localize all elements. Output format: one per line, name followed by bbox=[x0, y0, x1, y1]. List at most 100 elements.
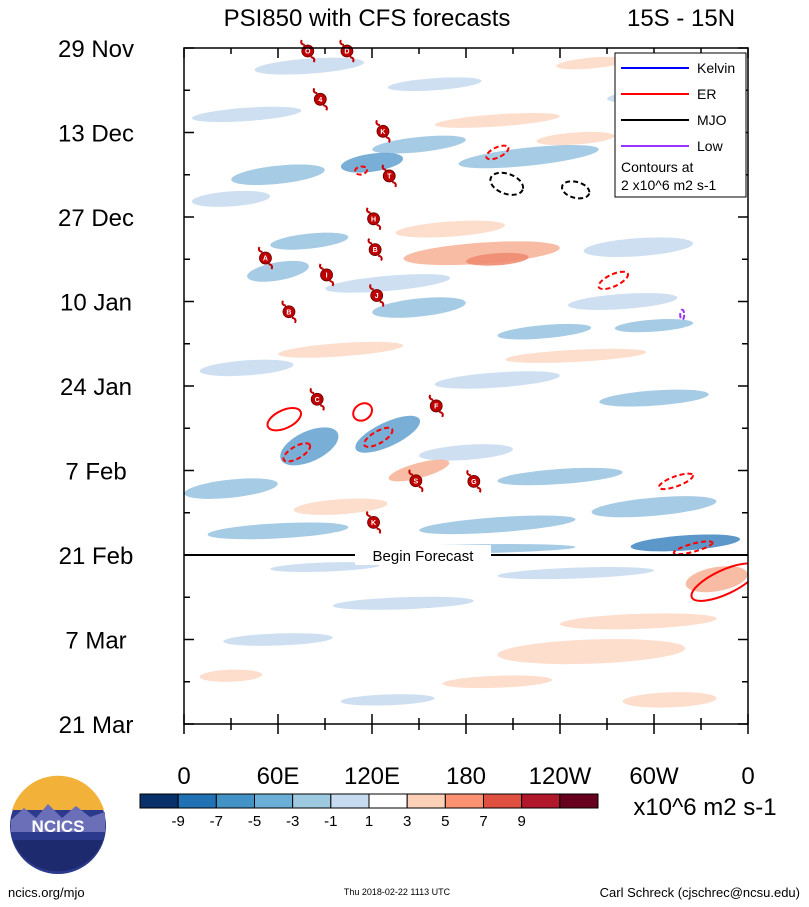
storm-arm-bottom bbox=[376, 223, 382, 231]
storm-label: O bbox=[305, 49, 311, 56]
wave-contours bbox=[266, 144, 748, 602]
legend-note-line1: Contours at bbox=[621, 159, 693, 175]
storm-arm-top bbox=[300, 39, 306, 46]
storm-marker-13: S bbox=[408, 469, 424, 493]
storm-markers: O D 4 K T H B A I J B C F S G K bbox=[257, 39, 482, 534]
storm-label: S bbox=[414, 478, 419, 485]
contour-er-2 bbox=[352, 402, 373, 422]
legend-label: Low bbox=[697, 138, 724, 154]
colorbar: -9 -7 -5 -3 -1 1 3 5 7 9 bbox=[139, 793, 599, 830]
anomaly-patch-46 bbox=[497, 639, 686, 665]
storm-label: K bbox=[380, 129, 385, 136]
storm-marker-4: T bbox=[381, 164, 397, 188]
storm-arm-bottom bbox=[319, 404, 325, 411]
storm-label: J bbox=[375, 293, 379, 300]
storm-marker-11: C bbox=[309, 387, 325, 411]
storm-arm-top bbox=[339, 39, 345, 46]
storm-arm-top bbox=[309, 387, 315, 395]
chart-region: 15S - 15N bbox=[627, 5, 735, 32]
storm-marker-15: K bbox=[366, 510, 382, 534]
legend: Kelvin ER MJO Low Contours at 2 x10^6 m2 s-… bbox=[614, 52, 747, 198]
storm-arm-top bbox=[375, 119, 381, 127]
y-tick-label: 29 Nov bbox=[58, 36, 134, 63]
legend-label: Kelvin bbox=[697, 60, 735, 76]
colorbar-box-6 bbox=[368, 793, 408, 809]
contour-er-0 bbox=[266, 407, 303, 432]
contour-mjo-11 bbox=[560, 180, 591, 200]
y-tick-label: 24 Jan bbox=[60, 374, 132, 401]
anomaly-patch-48 bbox=[442, 675, 553, 689]
anomaly-patch-34 bbox=[293, 498, 388, 515]
colorbar-box-0 bbox=[139, 793, 179, 809]
anomaly-patch-10 bbox=[191, 190, 271, 207]
storm-label: B bbox=[286, 309, 291, 316]
storm-arm-bottom bbox=[323, 104, 328, 111]
storm-circle bbox=[376, 124, 390, 138]
storm-arm-bottom bbox=[385, 136, 391, 143]
storm-label: C bbox=[315, 397, 320, 404]
colorbar-label: 9 bbox=[517, 813, 525, 830]
storm-arm-top bbox=[367, 238, 373, 245]
colorbar-units: x10^6 m2 s-1 bbox=[633, 794, 776, 821]
y-axis-labels: 29 Nov 13 Dec 27 Dec 10 Jan 24 Jan 7 Feb 21 Fe… bbox=[58, 36, 134, 739]
anomaly-patch-29 bbox=[355, 415, 421, 453]
storm-circle bbox=[382, 169, 396, 183]
storm-circle bbox=[320, 268, 333, 282]
legend-entry-mjo: MJO bbox=[621, 112, 727, 128]
storm-label: A bbox=[263, 256, 268, 263]
x-tick-label: 180 bbox=[446, 763, 486, 790]
anomaly-patch-36 bbox=[419, 515, 576, 535]
anomaly-patch-11 bbox=[536, 131, 615, 146]
anomaly-patch-0 bbox=[254, 57, 365, 75]
forecast-divider: Begin Forecast bbox=[184, 545, 748, 565]
y-tick-label: 21 Feb bbox=[59, 543, 134, 570]
storm-label: F bbox=[434, 403, 439, 410]
chart-title: PSI850 with CFS forecasts bbox=[224, 5, 511, 32]
anomaly-patch-38 bbox=[630, 534, 741, 552]
anomaly-patch-21 bbox=[497, 323, 592, 340]
storm-marker-9: J bbox=[369, 284, 385, 307]
colorbar-label: 5 bbox=[441, 813, 449, 830]
y-tick-label: 10 Jan bbox=[60, 290, 132, 317]
storm-label: D bbox=[344, 49, 349, 56]
storm-arm-top bbox=[257, 246, 263, 254]
colorbar-label: 1 bbox=[365, 813, 373, 830]
storm-arm-top bbox=[319, 263, 324, 270]
storm-label: B bbox=[373, 247, 378, 254]
storm-arm-top bbox=[366, 510, 371, 518]
colorbar-box-1 bbox=[177, 793, 217, 809]
colorbar-box-10 bbox=[521, 793, 561, 809]
storm-circle bbox=[259, 251, 272, 265]
storm-arm-top bbox=[408, 469, 414, 476]
storm-arm-top bbox=[369, 284, 374, 291]
ncics-logo: NCICS bbox=[10, 775, 106, 874]
colorbar-box-11 bbox=[559, 793, 599, 809]
storm-arm-bottom bbox=[379, 300, 385, 307]
storm-circle bbox=[368, 243, 382, 256]
anomaly-patch-35 bbox=[591, 496, 717, 518]
forecast-label-bg bbox=[355, 545, 491, 565]
colorbar-label: -5 bbox=[248, 813, 261, 830]
y-tick-label: 27 Dec bbox=[58, 205, 134, 232]
logo-text: NCICS bbox=[32, 817, 85, 836]
storm-circle bbox=[282, 305, 296, 319]
anomaly-patch-9 bbox=[231, 164, 325, 186]
contour-mjo-10 bbox=[489, 171, 525, 196]
footer-right: Carl Schreck (cjschrec@ncsu.edu) bbox=[600, 885, 800, 900]
anomaly-patch-4 bbox=[191, 106, 302, 123]
contour-er-3 bbox=[363, 426, 394, 448]
footer-center: Thu 2018-02-22 1113 UTC bbox=[344, 887, 451, 897]
legend-label: MJO bbox=[697, 112, 727, 128]
storm-arm-top bbox=[312, 87, 318, 95]
contour-er-6 bbox=[597, 270, 629, 291]
storm-label: 4 bbox=[318, 97, 322, 104]
colorbar-label: -7 bbox=[210, 813, 223, 830]
storm-label: I bbox=[326, 272, 328, 279]
x-tick-label: 60W bbox=[629, 763, 679, 790]
storm-marker-12: F bbox=[428, 394, 444, 418]
anomaly-patch-17 bbox=[247, 260, 309, 282]
colorbar-label: 7 bbox=[479, 813, 487, 830]
footer-left: ncics.org/mjo bbox=[8, 885, 85, 900]
anomaly-patch-1 bbox=[387, 77, 482, 92]
logo-mountains bbox=[11, 804, 105, 832]
